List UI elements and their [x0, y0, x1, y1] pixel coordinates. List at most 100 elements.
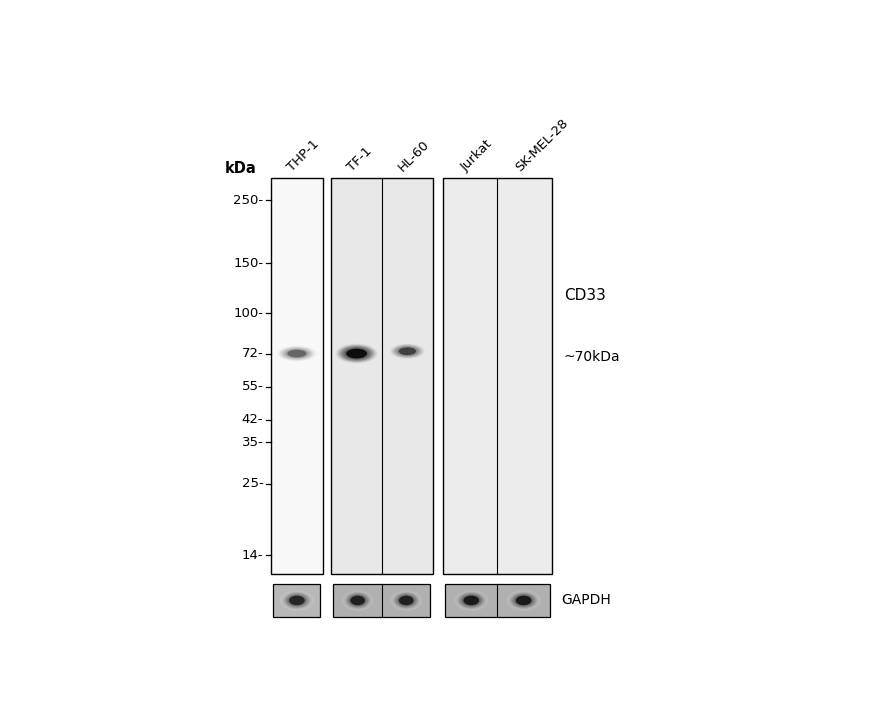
Ellipse shape — [518, 597, 530, 604]
Ellipse shape — [287, 594, 307, 606]
Ellipse shape — [469, 599, 474, 602]
Ellipse shape — [392, 345, 422, 358]
Ellipse shape — [339, 346, 374, 362]
Text: GAPDH: GAPDH — [561, 594, 611, 607]
Bar — [274, 584, 321, 616]
Ellipse shape — [509, 592, 538, 609]
Ellipse shape — [349, 594, 367, 606]
Ellipse shape — [282, 348, 312, 360]
Ellipse shape — [355, 353, 358, 354]
Ellipse shape — [346, 348, 367, 358]
Ellipse shape — [290, 351, 303, 356]
Ellipse shape — [395, 346, 420, 357]
Ellipse shape — [289, 596, 305, 605]
Ellipse shape — [390, 590, 423, 611]
Ellipse shape — [398, 595, 415, 606]
Ellipse shape — [352, 597, 363, 604]
Ellipse shape — [520, 599, 527, 602]
Ellipse shape — [394, 592, 418, 609]
Ellipse shape — [288, 350, 306, 358]
Ellipse shape — [354, 353, 359, 355]
Text: 100-: 100- — [234, 306, 264, 319]
Ellipse shape — [289, 595, 305, 606]
Ellipse shape — [296, 600, 297, 601]
Ellipse shape — [347, 349, 366, 358]
Ellipse shape — [345, 592, 369, 609]
Ellipse shape — [353, 598, 361, 603]
Ellipse shape — [294, 599, 299, 602]
Text: kDa: kDa — [225, 161, 256, 176]
Ellipse shape — [462, 594, 480, 606]
Ellipse shape — [407, 351, 408, 352]
Ellipse shape — [391, 344, 424, 358]
Ellipse shape — [280, 590, 314, 611]
Ellipse shape — [277, 346, 317, 362]
Ellipse shape — [396, 594, 416, 607]
Ellipse shape — [507, 590, 540, 611]
Ellipse shape — [390, 343, 424, 359]
Ellipse shape — [352, 351, 361, 356]
Ellipse shape — [356, 599, 360, 602]
Ellipse shape — [400, 348, 414, 354]
Ellipse shape — [337, 344, 377, 363]
Ellipse shape — [352, 597, 364, 604]
Ellipse shape — [281, 591, 313, 610]
Ellipse shape — [286, 349, 307, 358]
Ellipse shape — [510, 592, 537, 609]
Ellipse shape — [454, 590, 488, 611]
Ellipse shape — [289, 350, 305, 357]
Ellipse shape — [393, 592, 419, 609]
Ellipse shape — [357, 600, 359, 601]
Text: 250-: 250- — [234, 193, 264, 207]
Ellipse shape — [335, 343, 378, 364]
Ellipse shape — [275, 345, 318, 362]
Ellipse shape — [517, 597, 530, 604]
Ellipse shape — [460, 594, 482, 607]
Ellipse shape — [354, 599, 361, 602]
Ellipse shape — [401, 597, 411, 604]
Ellipse shape — [395, 593, 417, 608]
Ellipse shape — [355, 599, 361, 602]
Ellipse shape — [406, 351, 409, 352]
Ellipse shape — [340, 346, 373, 361]
Ellipse shape — [348, 350, 365, 358]
Ellipse shape — [288, 350, 306, 358]
Ellipse shape — [406, 600, 407, 601]
Text: 42-: 42- — [242, 413, 264, 427]
Ellipse shape — [399, 348, 416, 355]
Ellipse shape — [521, 599, 527, 602]
Ellipse shape — [295, 599, 298, 602]
Ellipse shape — [468, 599, 475, 602]
Ellipse shape — [400, 597, 413, 604]
Ellipse shape — [514, 594, 533, 606]
Ellipse shape — [402, 349, 412, 353]
Ellipse shape — [508, 591, 539, 610]
Ellipse shape — [459, 593, 483, 608]
Text: TF-1: TF-1 — [345, 144, 375, 174]
Ellipse shape — [516, 596, 531, 605]
Ellipse shape — [347, 594, 369, 607]
Ellipse shape — [350, 595, 366, 606]
Ellipse shape — [471, 600, 472, 601]
Ellipse shape — [284, 348, 310, 358]
Ellipse shape — [296, 353, 297, 354]
Ellipse shape — [523, 600, 525, 601]
Ellipse shape — [466, 597, 477, 604]
Ellipse shape — [392, 591, 421, 610]
Ellipse shape — [404, 599, 408, 602]
Text: ~70kDa: ~70kDa — [564, 350, 621, 364]
Ellipse shape — [404, 350, 410, 353]
Ellipse shape — [467, 598, 476, 603]
Ellipse shape — [455, 590, 488, 611]
Bar — [333, 584, 431, 616]
Ellipse shape — [512, 594, 535, 607]
Ellipse shape — [294, 352, 300, 355]
Ellipse shape — [464, 596, 479, 605]
Ellipse shape — [464, 597, 479, 604]
Ellipse shape — [278, 346, 316, 361]
Text: HL-60: HL-60 — [396, 137, 432, 174]
Ellipse shape — [292, 598, 301, 603]
Ellipse shape — [403, 599, 409, 602]
Ellipse shape — [470, 599, 473, 602]
Ellipse shape — [293, 599, 300, 602]
